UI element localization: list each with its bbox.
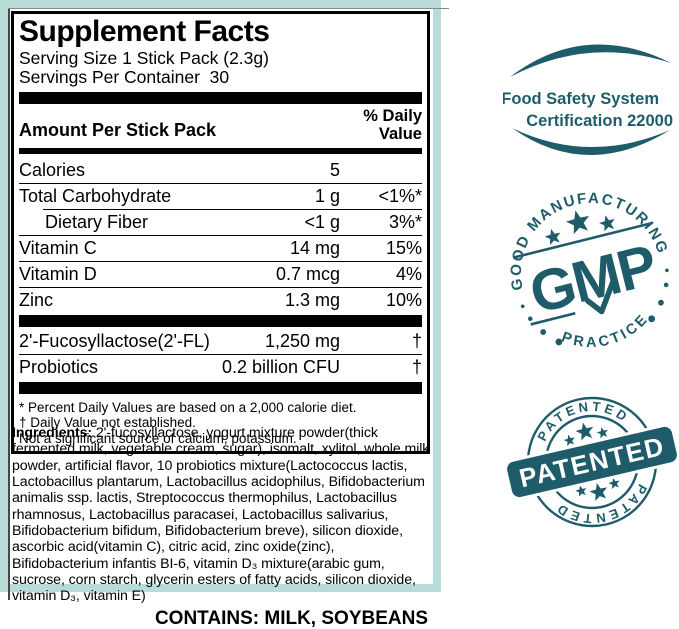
table-header-row: Amount Per Stick Pack % Daily Value — [19, 104, 422, 146]
nutrient-row: Zinc 1.3 mg 10% — [19, 288, 422, 313]
checkmark-icon — [584, 279, 616, 315]
allergen-statement: CONTAINS: MILK, SOYBEANS — [154, 607, 428, 629]
divider-line — [513, 221, 653, 259]
nutrient-amount: 14 mg — [289, 237, 340, 258]
nutrient-amount: 1,250 mg — [264, 330, 340, 351]
nutrient-dv: 15% — [385, 237, 422, 258]
ingredients-paragraph: Ingredients: 2'-fucosyllactose, yogurt m… — [12, 425, 434, 605]
label-top-edge — [8, 8, 449, 9]
nutrient-dv: † — [411, 356, 422, 377]
thick-divider — [19, 314, 422, 327]
row-separator — [19, 260, 422, 262]
nutrient-rows: Calories 5 Total Carbohydrate 1 g <1%* Dietar… — [19, 158, 422, 313]
nutrient-row: Dietary Fiber <1 g 3%* — [19, 210, 422, 235]
row-separator — [19, 234, 422, 236]
nutrient-name: Probiotics — [19, 356, 99, 377]
label-left-edge — [8, 8, 10, 600]
dot — [665, 268, 669, 273]
nutrient-name: Dietary Fiber — [45, 211, 149, 232]
star-icon — [588, 480, 610, 502]
daily-value-column-header: % Daily Value — [363, 107, 422, 144]
nutrient-row: Calories 5 — [19, 158, 422, 183]
nutrient-amount: 1.3 mg — [284, 289, 340, 310]
nutrient-row: Vitamin D 0.7 mcg 4% — [19, 262, 422, 287]
star-icon — [563, 207, 593, 236]
nutrient-name: Vitamin D — [19, 263, 97, 284]
star-icon — [574, 420, 596, 442]
ingredients-text: 2'-fucosyllactose, yogurt mixture powder… — [12, 425, 430, 605]
star-icon — [543, 226, 563, 246]
nutrient-amount: 0.2 billion CFU — [221, 356, 340, 377]
extra-nutrient-rows: 2'-Fucosyllactose(2'-FL) 1,250 mg † Probiot… — [19, 329, 422, 380]
nutrient-amount: 5 — [329, 159, 340, 180]
star-icon — [595, 425, 610, 439]
fssc-22000-badge: Food Safety System Certification 22000 — [503, 44, 673, 156]
row-separator — [19, 182, 422, 184]
nutrient-dv: † — [411, 330, 422, 351]
footnote-line: † Daily Value not established. — [19, 415, 196, 431]
nutrient-dv: <1%* — [378, 185, 422, 206]
servings-per-container-line: Servings Per Container 30 — [19, 66, 230, 87]
nutrient-row: Vitamin C 14 mg 15% — [19, 236, 422, 261]
dot — [527, 316, 533, 322]
nutrient-name: 2'-Fucosyllactose(2'-FL) — [19, 330, 210, 351]
dot — [663, 282, 669, 288]
dv-header-line2: Value — [378, 125, 422, 144]
row-separator — [19, 353, 422, 355]
patented-ribbon: PATENTED — [504, 423, 679, 501]
thick-divider — [19, 91, 422, 104]
dot — [658, 299, 664, 306]
nutrient-name: Zinc — [19, 289, 54, 310]
nutrient-dv: 4% — [395, 263, 422, 284]
ingredients-label: Ingredients: — [12, 425, 92, 441]
ingredients-section: Ingredients: 2'-fucosyllactose, yogurt m… — [12, 425, 434, 629]
divider-line — [530, 312, 576, 326]
swoosh-top-icon — [510, 44, 671, 77]
swoosh-bottom-icon — [512, 128, 670, 156]
nutrient-name: Vitamin C — [19, 237, 97, 258]
star-icon — [597, 213, 618, 233]
fssc-line2: Certification 22000 — [526, 112, 673, 130]
amount-column-header: Amount Per Stick Pack — [19, 119, 217, 140]
footnotes: * Percent Daily Values are based on a 2,… — [19, 396, 422, 448]
dot — [520, 304, 525, 309]
nutrient-row: Total Carbohydrate 1 g <1%* — [19, 184, 422, 209]
gmp-badge: GOOD MANUFACTURING GMP PRACTICE — [496, 178, 672, 360]
supplement-label: Supplement Facts Serving Size 1 Stick Pa… — [0, 0, 449, 629]
dot — [555, 338, 563, 346]
nutrient-dv: 3%* — [388, 211, 422, 232]
footnote-line: Not a significant source of calcium, pot… — [19, 430, 297, 446]
medium-divider — [19, 147, 422, 154]
patented-ribbon-label: PATENTED — [516, 431, 667, 494]
nutrient-amount: 0.7 mcg — [275, 263, 340, 284]
nutrient-amount: <1 g — [304, 211, 340, 232]
dot — [540, 329, 547, 335]
footnote-line: * Percent Daily Values are based on a 2,… — [19, 399, 357, 415]
star-icon — [562, 433, 577, 447]
nutrient-row: 2'-Fucosyllactose(2'-FL) 1,250 mg † — [19, 329, 422, 354]
patented-badge: PATENTED PATENTED PATENTED — [504, 389, 679, 536]
nutrient-row: Probiotics 0.2 billion CFU † — [19, 355, 422, 380]
nutrient-name: Total Carbohydrate — [19, 185, 172, 206]
dv-header-line1: % Daily — [363, 106, 422, 125]
fssc-line1: Food Safety System — [503, 90, 659, 108]
row-separator — [19, 286, 422, 288]
serving-size-line: Serving Size 1 Stick Pack (2.3g) — [19, 48, 269, 69]
nutrient-amount: 1 g — [314, 185, 340, 206]
thick-divider — [19, 381, 422, 394]
facts-title: Supplement Facts — [19, 15, 270, 48]
nutrient-name: Calories — [19, 159, 86, 180]
dot — [648, 315, 656, 323]
nutrient-dv: 10% — [385, 289, 422, 310]
row-separator — [43, 208, 422, 210]
supplement-facts-panel: Supplement Facts Serving Size 1 Stick Pa… — [11, 11, 430, 454]
ribbon-shape — [504, 423, 679, 501]
